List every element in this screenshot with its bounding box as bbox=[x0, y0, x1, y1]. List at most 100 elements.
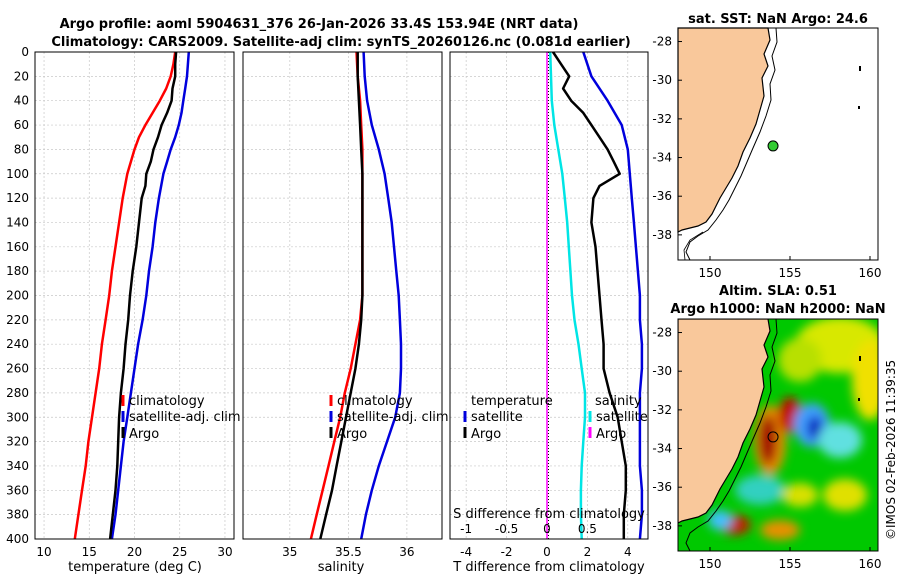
salinity-lines bbox=[309, 51, 403, 540]
x2-tick-label: 0.5 bbox=[578, 522, 597, 536]
y-tick-label: -28 bbox=[652, 35, 672, 49]
y-tick-label: 360 bbox=[6, 483, 29, 497]
y-tick-label: 140 bbox=[6, 215, 29, 229]
difference-panel: -4 -2 0 2 4 -1 -0.5 0 0.5 T difference from clim… bbox=[449, 51, 649, 575]
y-tick-label: 120 bbox=[6, 191, 29, 205]
y-tick-label: -38 bbox=[652, 519, 672, 533]
y-tick-label: -38 bbox=[652, 228, 672, 242]
sst-map-title: sat. SST: NaN Argo: 24.6 bbox=[688, 12, 868, 27]
sla-field bbox=[678, 319, 878, 551]
x-tick-label: 15 bbox=[82, 545, 97, 559]
island-marker bbox=[858, 106, 860, 109]
y-tick-label: -34 bbox=[652, 151, 672, 165]
salinity-axes-box bbox=[242, 51, 443, 540]
legend-label-temp-satellite: satellite bbox=[471, 410, 523, 425]
series-line-argo bbox=[108, 51, 178, 540]
argo-float-marker bbox=[767, 140, 779, 152]
y-tick-label: 0 bbox=[21, 45, 29, 59]
y-tick-label: 300 bbox=[6, 410, 29, 424]
figure-title-line1: Argo profile: aoml 5904631_376 26-Jan-20… bbox=[60, 17, 579, 32]
y-tick-label: 340 bbox=[6, 459, 29, 473]
y-tick-label: -36 bbox=[652, 480, 672, 494]
y-tick-label: 240 bbox=[6, 337, 29, 351]
salinity-grid bbox=[243, 51, 442, 540]
island-marker bbox=[859, 66, 861, 71]
y-tick-label: 260 bbox=[6, 362, 29, 376]
y-tick-label: 80 bbox=[14, 142, 29, 156]
y-tick-label: 380 bbox=[6, 508, 29, 522]
sla-map-ticks: 150 155 160 -28 -30 -32 -34 -36 -38 bbox=[652, 326, 881, 571]
land-mass bbox=[677, 27, 771, 233]
x-tick-label: 30 bbox=[217, 545, 232, 559]
legend-label-sal-satellite: satellite bbox=[596, 410, 648, 425]
x-tick-label: 155 bbox=[779, 557, 802, 571]
salinity-ticks: 35 35.5 36 bbox=[282, 545, 414, 559]
series-line-argo bbox=[319, 52, 364, 540]
x-tick-label: -4 bbox=[460, 545, 472, 559]
shelf-contour bbox=[685, 27, 778, 261]
x-tick-label: 36 bbox=[399, 545, 414, 559]
x-tick-label: 4 bbox=[624, 545, 632, 559]
land-mass bbox=[678, 319, 771, 524]
y-tick-label: 180 bbox=[6, 264, 29, 278]
sla-map-panel: Altim. SLA: 0.51 Argo h1000: NaN h2000: … bbox=[652, 284, 885, 571]
argo-float-marker bbox=[767, 431, 779, 443]
series-line-temp-satellite bbox=[582, 51, 644, 540]
difference-xlabel: T difference from climatology bbox=[452, 560, 645, 575]
series-line-temp-argo bbox=[551, 51, 628, 539]
sst-map-ticks: 150 155 160 -28 -30 -32 -34 -36 -38 bbox=[652, 35, 881, 280]
series-line-sal-satellite bbox=[548, 51, 587, 540]
x-tick-label: 155 bbox=[779, 266, 802, 280]
y-tick-label: 40 bbox=[14, 94, 29, 108]
y-tick-label: -36 bbox=[652, 189, 672, 203]
figure-title-line2: Climatology: CARS2009. Satellite-adj cli… bbox=[51, 35, 630, 50]
x-tick-label: 150 bbox=[699, 557, 722, 571]
x-tick-label: 160 bbox=[859, 557, 882, 571]
legend-title-salinity: salinity bbox=[595, 394, 642, 409]
x-tick-label: 20 bbox=[127, 545, 142, 559]
series-line-satellite-adj-clim bbox=[359, 51, 403, 540]
x-tick-label: -2 bbox=[501, 545, 513, 559]
x2-tick-label: 0 bbox=[543, 522, 551, 536]
island-marker bbox=[858, 398, 860, 401]
sla-map-axes-box bbox=[677, 318, 879, 552]
y-tick-label: 20 bbox=[14, 69, 29, 83]
difference-ticks: -4 -2 0 2 4 -1 -0.5 0 0.5 bbox=[460, 522, 631, 559]
x-tick-label: 2 bbox=[584, 545, 592, 559]
y-tick-label: 100 bbox=[6, 167, 29, 181]
temperature-legend: climatology satellite-adj. clim Argo bbox=[121, 394, 241, 442]
y-tick-label: 60 bbox=[14, 118, 29, 132]
x-tick-label: 150 bbox=[699, 266, 722, 280]
x2-tick-label: -1 bbox=[460, 522, 472, 536]
temperature-xlabel: temperature (deg C) bbox=[68, 560, 202, 575]
sst-map-panel: sat. SST: NaN Argo: 24.6 150 155 160 -28 -30… bbox=[652, 12, 881, 280]
salinity-xlabel: salinity bbox=[318, 560, 365, 575]
y-tick-label: 320 bbox=[6, 435, 29, 449]
legend-label-argo: Argo bbox=[337, 427, 367, 442]
y-tick-label: -28 bbox=[652, 326, 672, 340]
y-tick-label: 200 bbox=[6, 289, 29, 303]
legend-label-temp-argo: Argo bbox=[471, 427, 501, 442]
temperature-grid bbox=[35, 51, 234, 540]
x-tick-label: 35.5 bbox=[335, 545, 362, 559]
y-tick-label: -32 bbox=[652, 403, 672, 417]
shelf-contour bbox=[685, 319, 778, 551]
x2-tick-label: -0.5 bbox=[495, 522, 518, 536]
salinity-diff-legend: salinity satellite Argo bbox=[588, 394, 648, 442]
y-tick-label: 400 bbox=[6, 532, 29, 546]
imos-timestamp: ©IMOS 02-Feb-2026 11:39:35 bbox=[884, 360, 898, 540]
series-line-climatology bbox=[73, 51, 177, 540]
legend-label-sal-argo: Argo bbox=[596, 427, 626, 442]
temperature-axes-box bbox=[34, 51, 235, 540]
sla-map-title: Altim. SLA: 0.51 bbox=[719, 284, 837, 299]
legend-label-satellite: satellite-adj. clim bbox=[337, 410, 449, 425]
y-tick-label: -30 bbox=[652, 364, 672, 378]
y-tick-label: 220 bbox=[6, 313, 29, 327]
temperature-panel: 0 20 40 60 80 100 120 140 160 180 200 220 240 260 280 3… bbox=[6, 45, 241, 575]
x-tick-label: 25 bbox=[172, 545, 187, 559]
difference-lines bbox=[546, 51, 644, 540]
outer-contour bbox=[683, 231, 704, 261]
x-tick-label: 160 bbox=[859, 266, 882, 280]
x-tick-label: 10 bbox=[36, 545, 51, 559]
